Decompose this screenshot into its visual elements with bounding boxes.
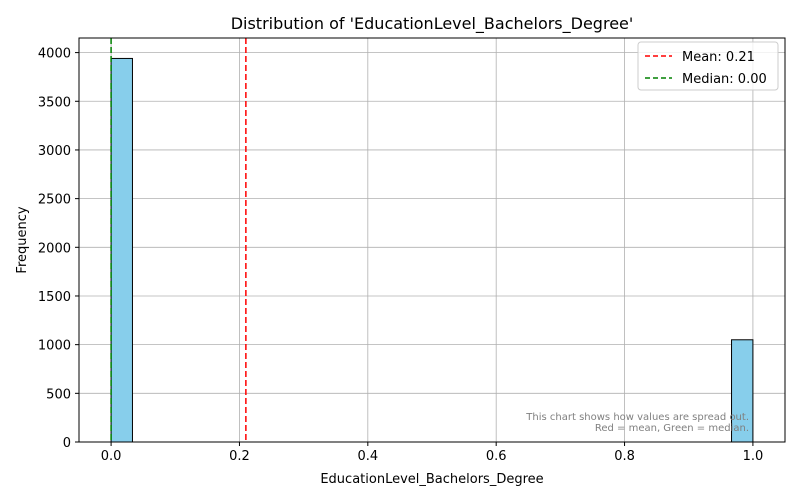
y-tick-label: 0	[63, 436, 71, 451]
y-tick-label: 1500	[38, 290, 71, 305]
annotation-line-2: Red = mean, Green = median.	[595, 423, 749, 434]
legend: Mean: 0.21 Median: 0.00	[637, 41, 779, 91]
x-tick-label: 0.4	[357, 449, 378, 464]
x-tick-label: 0.0	[101, 449, 122, 464]
plot-frame	[78, 37, 786, 443]
histogram-bar	[110, 57, 133, 443]
y-tick-label: 3500	[38, 95, 71, 110]
x-axis-label: EducationLevel_Bachelors_Degree	[320, 472, 543, 487]
chart-title: Distribution of 'EducationLevel_Bachelor…	[231, 14, 634, 34]
grid-lines	[79, 38, 785, 443]
y-axis-ticks: 0 500 1000 1500 2000 2500 3000 3500 4000	[38, 47, 79, 451]
y-tick-label: 4000	[38, 47, 71, 62]
y-tick-label: 500	[46, 387, 71, 402]
legend-median-label: Median: 0.00	[682, 72, 767, 87]
y-axis-label: Frequency	[15, 206, 30, 273]
x-tick-label: 1.0	[743, 449, 764, 464]
x-tick-label: 0.8	[614, 449, 635, 464]
legend-mean-label: Mean: 0.21	[682, 50, 755, 65]
y-tick-label: 2500	[38, 193, 71, 208]
y-tick-label: 2000	[38, 241, 71, 256]
reference-lines	[110, 38, 247, 442]
x-axis-ticks: 0.0 0.2 0.4 0.6 0.8 1.0	[101, 442, 764, 464]
legend-box	[637, 41, 779, 91]
x-tick-label: 0.6	[486, 449, 507, 464]
y-tick-label: 1000	[38, 339, 71, 354]
annotation-line-1: This chart shows how values are spread o…	[525, 412, 749, 423]
histogram-bars	[110, 57, 754, 443]
y-tick-label: 3000	[38, 144, 71, 159]
x-tick-label: 0.2	[229, 449, 250, 464]
